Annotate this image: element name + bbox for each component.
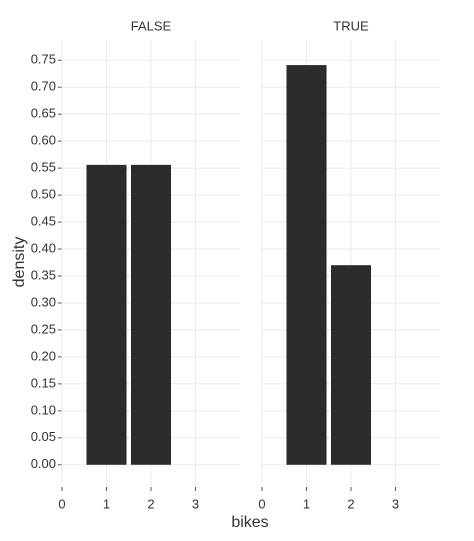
bar	[86, 164, 127, 465]
y-tick-label: 0.60	[31, 133, 56, 148]
x-tick-label: 2	[347, 496, 354, 511]
y-tick-label: 0.00	[31, 456, 56, 471]
y-tick-label: 0.50	[31, 187, 56, 202]
y-tick-label: 0.35	[31, 267, 56, 282]
y-tick-label: 0.10	[31, 402, 56, 417]
bar	[330, 265, 372, 465]
y-tick-label: 0.45	[31, 213, 56, 228]
x-tick-label: 0	[58, 496, 65, 511]
y-tick-label: 0.40	[31, 240, 56, 255]
y-tick-label: 0.30	[31, 294, 56, 309]
y-tick-label: 0.55	[31, 160, 56, 175]
x-tick-label: 2	[147, 496, 154, 511]
y-tick-label: 0.75	[31, 52, 56, 67]
panel-title: FALSE	[131, 18, 172, 33]
bar	[130, 164, 172, 465]
y-tick-label: 0.20	[31, 348, 56, 363]
y-tick-label: 0.15	[31, 375, 56, 390]
x-tick-label: 3	[392, 496, 399, 511]
y-tick-label: 0.65	[31, 106, 56, 121]
x-tick-label: 1	[103, 496, 110, 511]
bar	[286, 65, 327, 465]
y-axis-label: density	[11, 237, 28, 288]
y-tick-label: 0.70	[31, 79, 56, 94]
y-tick-label: 0.25	[31, 321, 56, 336]
y-tick-label: 0.05	[31, 429, 56, 444]
panel-title: TRUE	[333, 18, 369, 33]
x-tick-label: 0	[258, 496, 265, 511]
x-tick-label: 1	[303, 496, 310, 511]
x-axis-label: bikes	[231, 514, 268, 531]
x-tick-label: 3	[192, 496, 199, 511]
